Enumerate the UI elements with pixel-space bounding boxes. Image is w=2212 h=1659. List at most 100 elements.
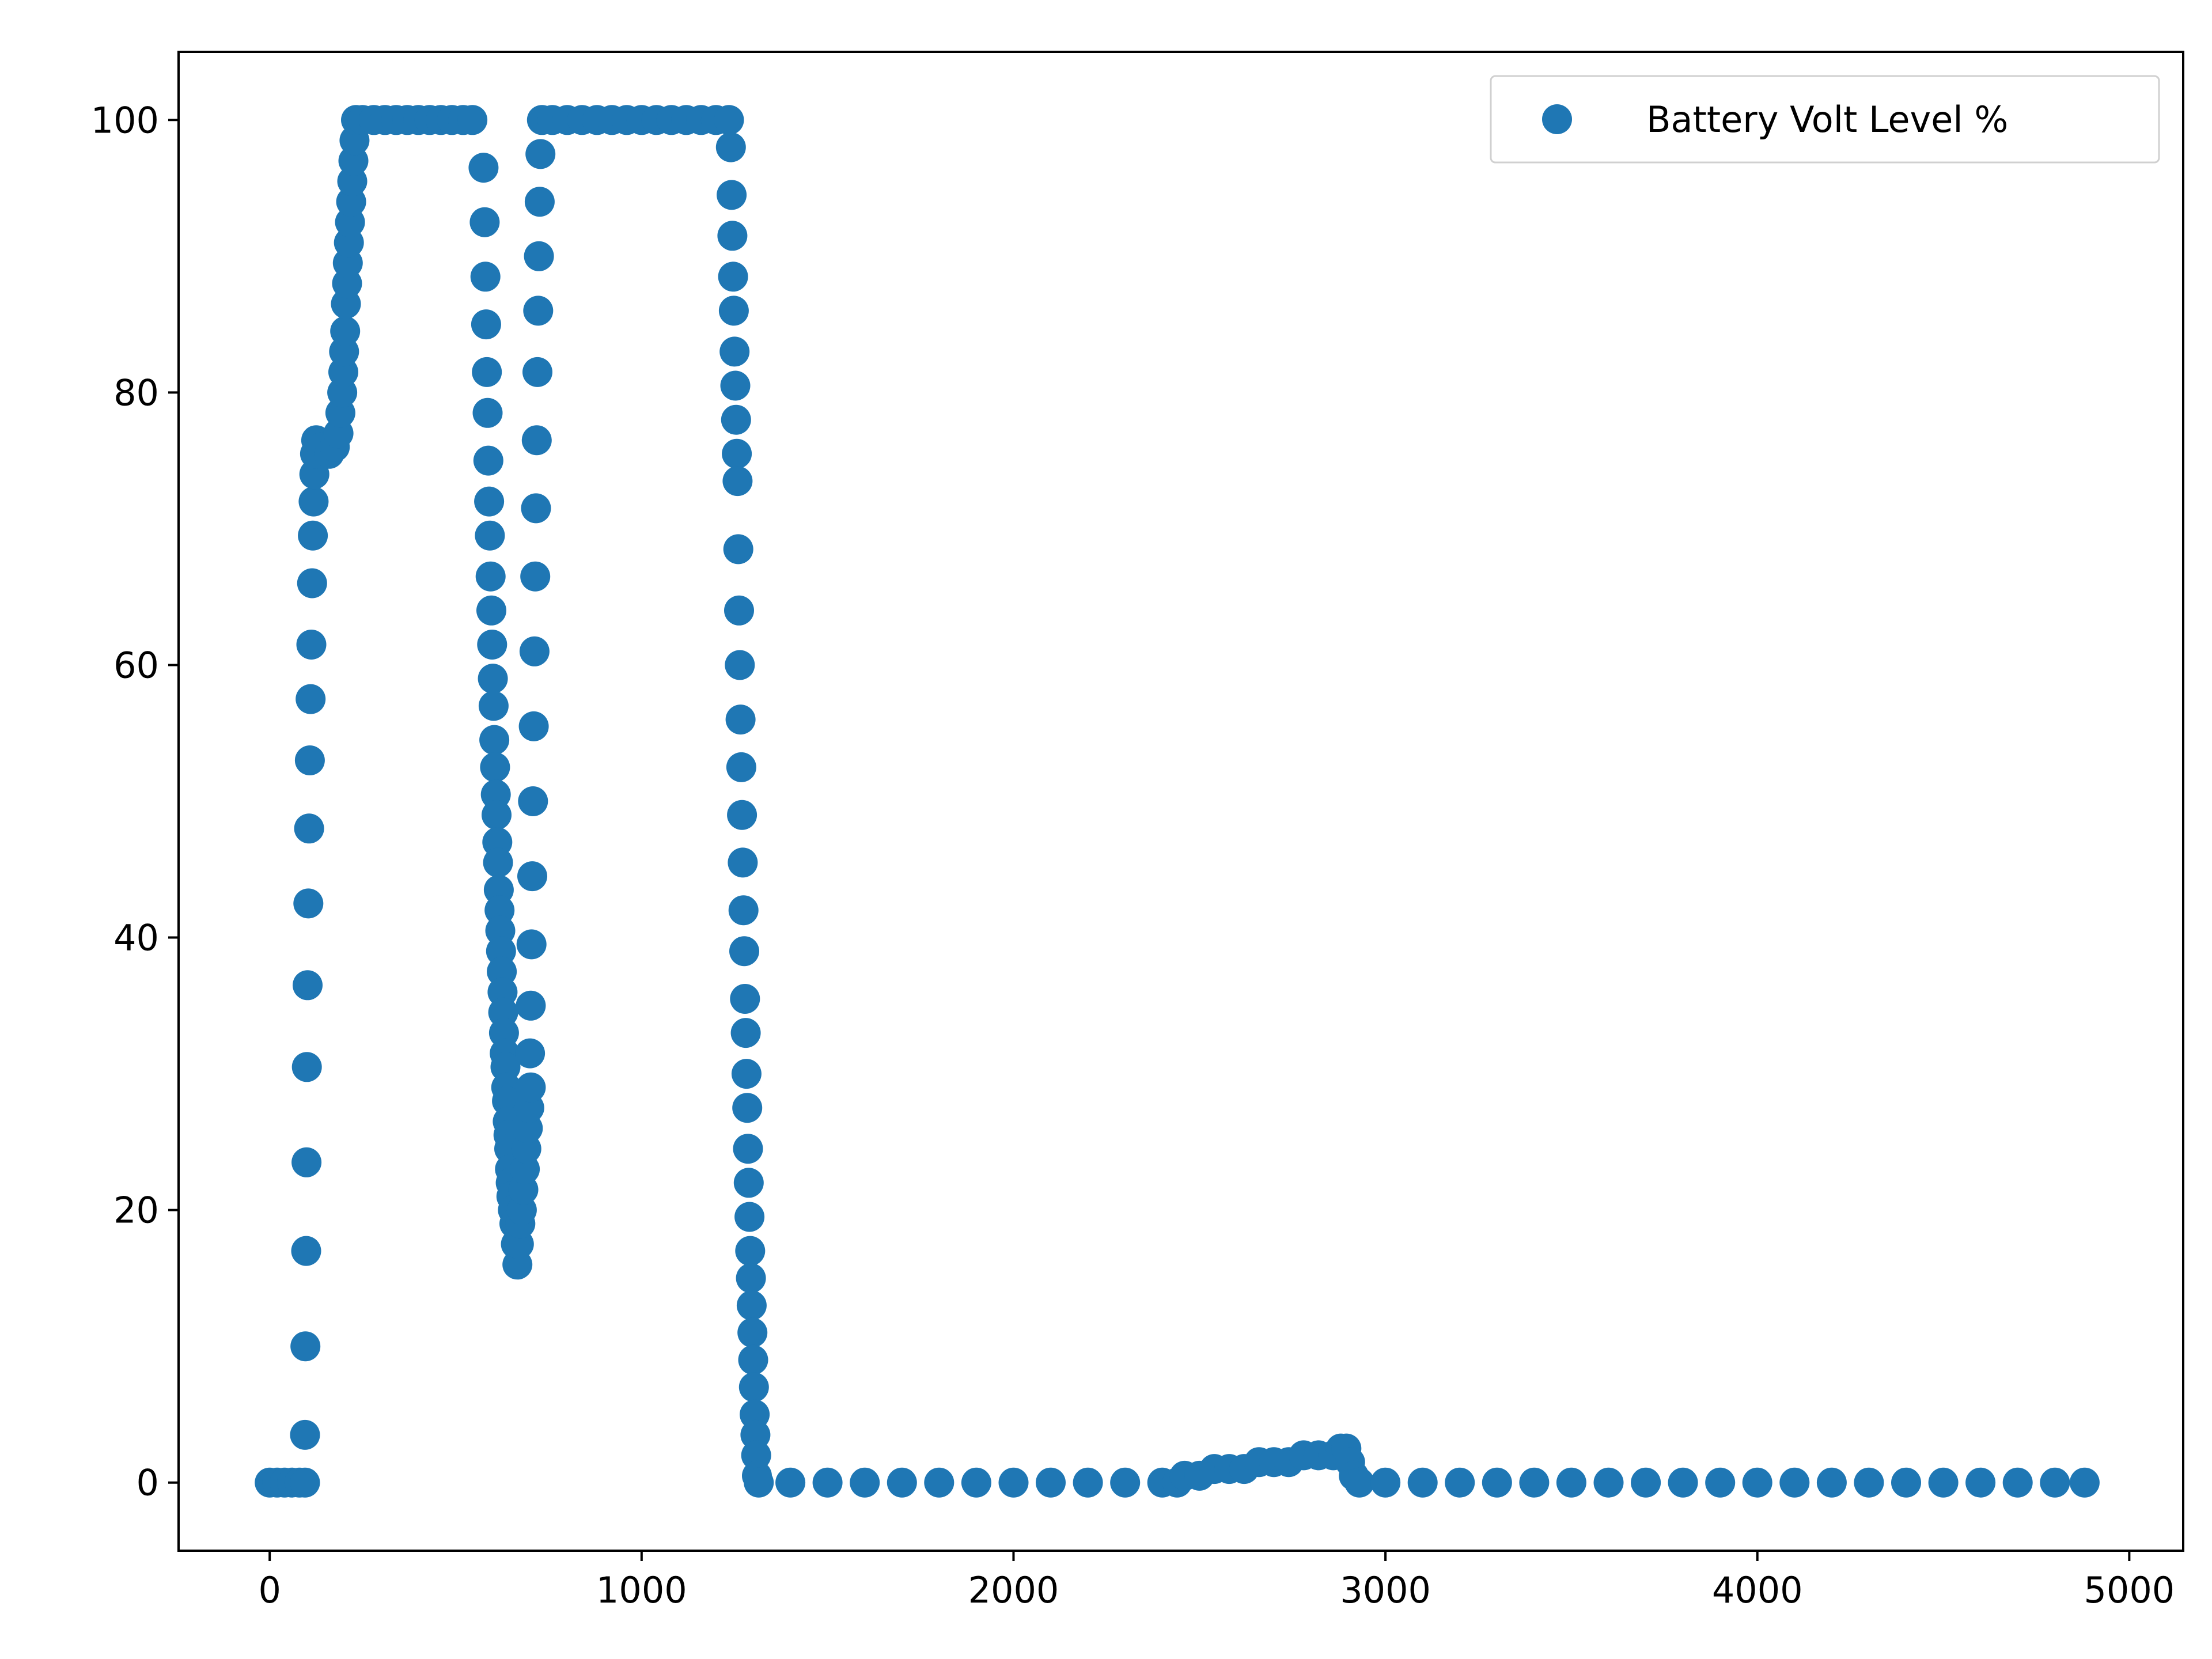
- data-point: [1073, 1467, 1103, 1498]
- data-point: [479, 725, 510, 755]
- data-point: [1742, 1467, 1772, 1498]
- data-point: [718, 296, 749, 326]
- data-point: [290, 1467, 320, 1498]
- data-point: [291, 1147, 322, 1177]
- data-point: [294, 813, 324, 844]
- data-point: [733, 1168, 764, 1198]
- x-tick-label: 1000: [596, 1569, 687, 1611]
- data-point: [729, 936, 759, 967]
- data-point: [730, 1018, 761, 1048]
- data-point: [524, 187, 555, 217]
- data-point: [519, 636, 550, 666]
- data-point: [477, 630, 507, 660]
- data-point: [472, 357, 502, 387]
- data-point: [722, 466, 753, 497]
- data-point: [516, 990, 546, 1021]
- data-point: [476, 595, 506, 626]
- data-point: [298, 486, 329, 517]
- data-point: [1928, 1467, 1959, 1498]
- data-point: [517, 861, 547, 892]
- data-point: [523, 296, 554, 326]
- data-point: [474, 486, 505, 517]
- data-point: [1854, 1467, 1884, 1498]
- data-point: [1705, 1467, 1736, 1498]
- data-point: [1344, 1467, 1374, 1498]
- data-points: [255, 105, 2100, 1498]
- data-point: [998, 1467, 1029, 1498]
- data-point: [1631, 1467, 1661, 1498]
- data-point: [715, 132, 746, 162]
- data-point: [724, 595, 754, 626]
- data-point: [738, 1344, 768, 1375]
- data-point: [924, 1467, 955, 1498]
- data-point: [1036, 1467, 1066, 1498]
- y-axis: 0 20 40 60 80 100: [91, 99, 179, 1504]
- data-point: [723, 534, 753, 565]
- data-point: [480, 752, 510, 782]
- data-point: [297, 568, 327, 599]
- data-point: [734, 1202, 765, 1232]
- data-point: [2069, 1467, 2100, 1498]
- data-point: [728, 847, 758, 878]
- data-point: [1593, 1467, 1624, 1498]
- data-point: [290, 1331, 321, 1362]
- data-point: [478, 664, 508, 694]
- data-point: [290, 1419, 320, 1450]
- data-point: [468, 153, 499, 183]
- legend: Battery Volt Level %: [1490, 75, 2160, 164]
- data-point: [521, 425, 552, 456]
- data-point: [291, 1236, 321, 1266]
- data-point: [524, 241, 554, 271]
- data-point: [1482, 1467, 1512, 1498]
- data-point: [478, 691, 509, 721]
- data-point: [293, 970, 323, 1001]
- data-point: [296, 684, 326, 714]
- x-tick-label: 0: [258, 1569, 281, 1611]
- y-tick-label: 60: [113, 644, 159, 686]
- data-point: [887, 1467, 917, 1498]
- data-point: [2002, 1467, 2033, 1498]
- data-point: [736, 1290, 767, 1321]
- data-point: [728, 895, 759, 926]
- data-point: [725, 650, 755, 680]
- y-tick-label: 40: [113, 917, 159, 959]
- data-point: [2040, 1467, 2070, 1498]
- x-axis: 0 1000 2000 3000 4000 5000: [258, 1551, 2175, 1611]
- data-point: [522, 357, 552, 387]
- data-point: [1816, 1467, 1847, 1498]
- data-point: [1445, 1467, 1475, 1498]
- data-point: [732, 1093, 763, 1123]
- data-point: [294, 745, 325, 775]
- data-point: [296, 630, 327, 660]
- legend-label: Battery Volt Level %: [1646, 99, 2008, 141]
- data-point: [961, 1467, 991, 1498]
- data-point: [1370, 1467, 1401, 1498]
- data-point: [1556, 1467, 1586, 1498]
- y-tick-label: 100: [91, 99, 159, 141]
- y-tick-label: 80: [113, 372, 159, 414]
- data-point: [457, 105, 488, 135]
- data-point: [717, 180, 747, 210]
- data-point: [483, 847, 513, 878]
- data-point: [525, 139, 556, 169]
- data-point: [733, 1134, 763, 1164]
- plot-area: [177, 51, 2184, 1552]
- data-point: [291, 1052, 322, 1082]
- data-point: [472, 397, 503, 428]
- x-tick-label: 4000: [1712, 1569, 1803, 1611]
- data-point: [730, 984, 760, 1014]
- data-point: [471, 309, 501, 340]
- data-point: [735, 1236, 766, 1266]
- x-tick-label: 2000: [968, 1569, 1059, 1611]
- data-point: [475, 561, 506, 592]
- data-point: [516, 929, 547, 960]
- y-tick-label: 20: [113, 1190, 159, 1232]
- data-point: [515, 1038, 546, 1069]
- data-point: [775, 1467, 806, 1498]
- data-point: [744, 1467, 774, 1498]
- data-point: [714, 105, 744, 135]
- data-point: [518, 711, 549, 741]
- data-point: [1519, 1467, 1550, 1498]
- data-point: [1407, 1467, 1438, 1498]
